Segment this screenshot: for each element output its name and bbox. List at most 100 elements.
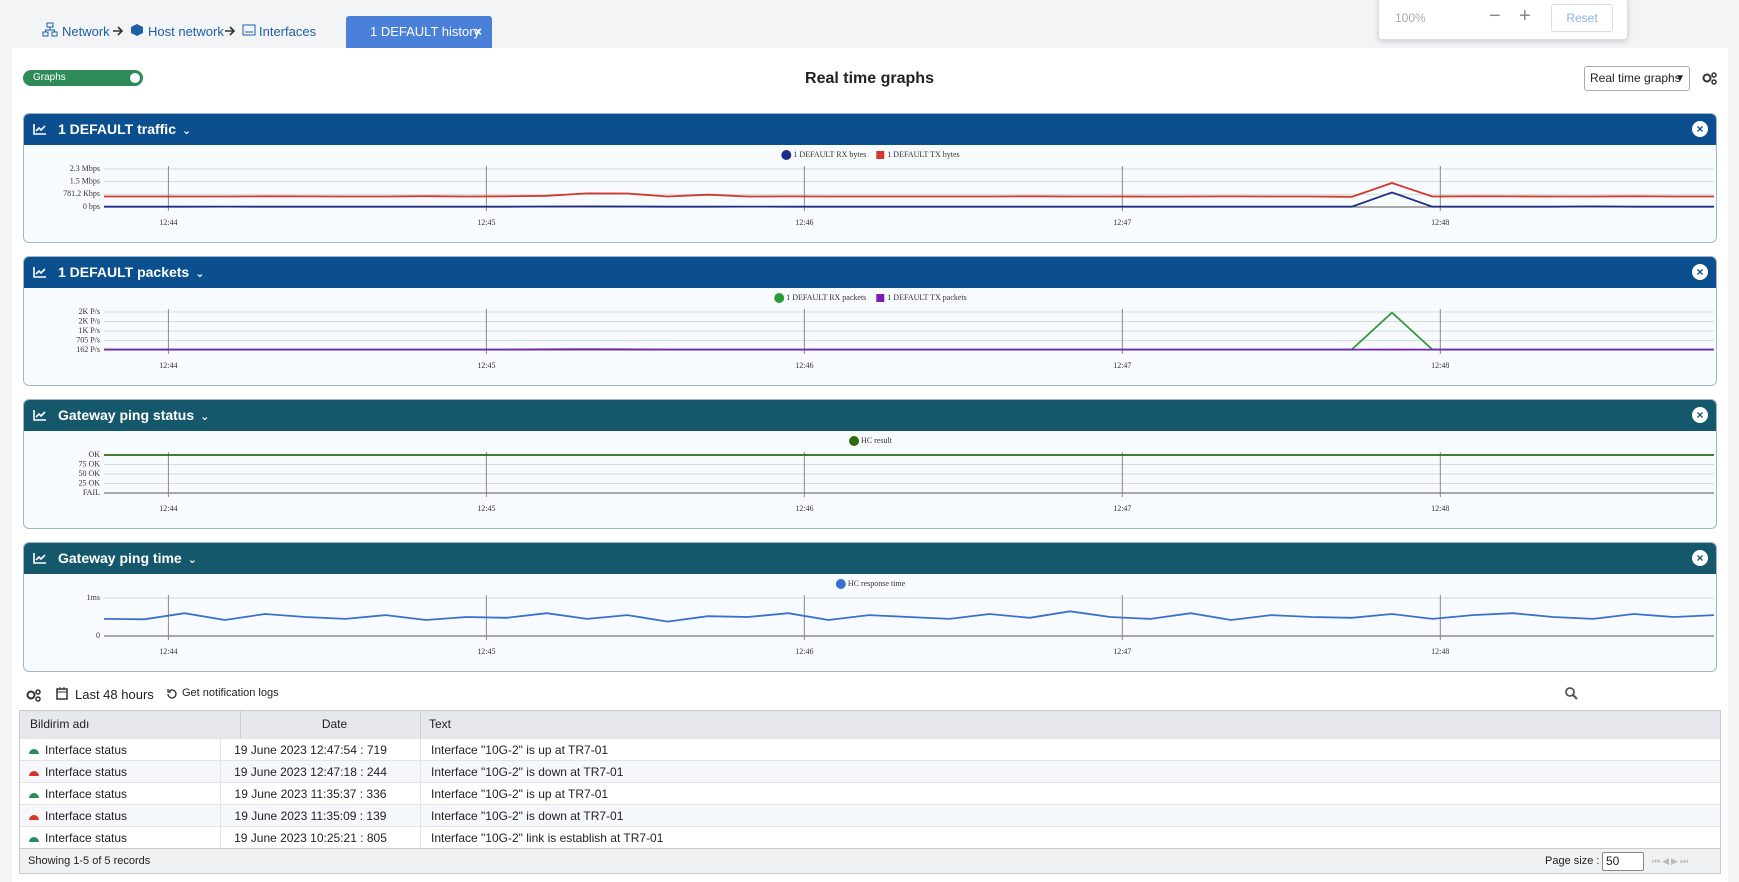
y-tick-label: 781.2 Kbps: [63, 189, 100, 198]
zoom-level: 100%: [1395, 11, 1426, 25]
notification-logs-button[interactable]: Get notification logs: [182, 687, 279, 699]
pager-buttons[interactable]: ⏮◀▶⏭: [1652, 856, 1691, 866]
y-tick-label: 50 OK: [78, 469, 100, 478]
network-icon: [42, 22, 58, 37]
legend: 1 DEFAULT RX packets 1 DEFAULT TX packets: [774, 293, 967, 303]
legend-label: 1 DEFAULT RX packets: [786, 293, 866, 302]
y-tick-label: 0: [96, 631, 100, 640]
panel-header: Gateway ping time ⌄ ×: [24, 543, 1716, 574]
panel-title: Gateway ping status: [58, 407, 195, 423]
x-tick-label: 12:46: [795, 647, 813, 656]
time-range[interactable]: Last 48 hours: [75, 687, 154, 702]
legend-marker: [876, 151, 885, 159]
chart-icon: [33, 124, 46, 135]
x-tick-label: 12:48: [1431, 361, 1449, 370]
cell: Interface status: [45, 765, 128, 779]
table-footer: Showing 1-5 of 5 records Page size :50 ⏮◀▶…: [20, 848, 1720, 873]
panel-title: 1 DEFAULT traffic: [58, 121, 176, 137]
tab-label: 1 DEFAULT history: [370, 24, 481, 39]
collapse-caret[interactable]: ⌄: [181, 125, 192, 137]
chart-plot: 0 1ms 12:44 12:45 12:46 12:47 12:48 HC response…: [87, 579, 1715, 656]
panel-close[interactable]: ×: [1692, 407, 1708, 423]
settings-icon[interactable]: [1702, 71, 1718, 85]
table-row: Interface status 19 June 2023 11:35:09 : …: [20, 804, 1720, 827]
search-icon[interactable]: [1564, 686, 1578, 700]
interface-icon: [242, 24, 256, 36]
cell: 19 June 2023 11:35:09 : 139: [220, 805, 400, 827]
column-header[interactable]: Date: [240, 711, 420, 738]
y-tick-label: 2.3 Mbps: [70, 164, 100, 173]
breadcrumb-item[interactable]: Host network: [148, 24, 224, 39]
legend-marker: [849, 436, 860, 446]
status-icon: [29, 837, 39, 842]
status-shape: [29, 793, 39, 798]
x-tick-label: 12:44: [159, 504, 177, 513]
x-tick-label: 12:46: [795, 218, 813, 227]
zoom-reset[interactable]: Reset: [1551, 4, 1613, 32]
tab-close[interactable]: ×: [474, 24, 482, 39]
cell: Interface status: [45, 743, 128, 757]
column-header[interactable]: Text: [420, 711, 451, 738]
collapse-caret[interactable]: ⌄: [187, 554, 197, 566]
zoom-in[interactable]: +: [1519, 5, 1531, 27]
status-shape: [29, 837, 39, 842]
x-tick-label: 12:46: [795, 361, 813, 370]
chart-panel: 1 DEFAULT packets ⌄ × 162 P/s 705 P/s 1K P/s 2…: [23, 256, 1717, 386]
breadcrumb-item[interactable]: Network: [62, 24, 110, 39]
settings-icon[interactable]: [26, 688, 42, 702]
page-title: Real time graphs: [805, 70, 934, 87]
breadcrumb-item[interactable]: Interfaces: [259, 24, 317, 39]
chart-icon: [33, 267, 46, 278]
legend-marker: [781, 150, 792, 160]
notification-table: Bildirim adı Date Text Interface status 19 J…: [19, 710, 1721, 874]
legend-label: HC result: [861, 436, 893, 445]
y-tick-label: 75 OK: [78, 459, 100, 468]
panel-header: 1 DEFAULT packets ⌄ ×: [24, 257, 1716, 288]
x-tick-label: 12:48: [1431, 647, 1449, 656]
legend-label: 1 DEFAULT TX bytes: [887, 150, 959, 159]
legend: HC result: [849, 436, 893, 446]
legend-label: 1 DEFAULT TX packets: [887, 293, 966, 302]
page-size-select[interactable]: 50: [1602, 852, 1644, 871]
graphs-toggle[interactable]: Graphs: [23, 70, 143, 86]
legend-label: HC response time: [848, 579, 906, 588]
status-shape: [29, 815, 39, 820]
panel-header: 1 DEFAULT traffic ⌄ ×: [24, 114, 1716, 145]
series-line: [104, 191, 1714, 208]
collapse-caret[interactable]: ⌄: [195, 268, 205, 280]
view-select[interactable]: Real time graphs ▼: [1584, 66, 1690, 91]
x-tick-label: 12:47: [1113, 218, 1131, 227]
y-tick-label: 1ms: [87, 593, 100, 602]
x-tick-label: 12:45: [477, 218, 495, 227]
panel-close[interactable]: ×: [1692, 121, 1708, 137]
column-header[interactable]: Bildirim adı: [30, 717, 90, 731]
table-row: Interface status 19 June 2023 12:47:54 : …: [20, 738, 1720, 761]
cell: Interface status: [45, 787, 128, 801]
collapse-caret[interactable]: ⌄: [200, 411, 210, 423]
legend: 1 DEFAULT RX bytes 1 DEFAULT TX bytes: [781, 150, 960, 160]
cell: 19 June 2023 12:47:18 : 244: [220, 761, 400, 783]
cell: Interface "10G-2" is down at TR7-01: [420, 805, 623, 827]
x-tick-label: 12:44: [159, 218, 177, 227]
zoom-popup: 100% − + Reset: [1378, 0, 1628, 40]
cell: Interface "10G-2" is up at TR7-01: [420, 739, 608, 761]
panel-close[interactable]: ×: [1692, 550, 1708, 566]
select-value: Real time graphs: [1590, 71, 1681, 85]
status-icon: [29, 771, 39, 776]
cell: 19 June 2023 11:35:37 : 336: [220, 783, 400, 805]
chart-icon: [33, 553, 46, 564]
panel-close[interactable]: ×: [1692, 264, 1708, 280]
cell: Interface "10G-2" is up at TR7-01: [420, 783, 608, 805]
cell: 19 June 2023 12:47:54 : 719: [220, 739, 400, 761]
legend-marker: [876, 294, 885, 302]
x-tick-label: 12:48: [1431, 504, 1449, 513]
refresh-icon: [167, 689, 177, 699]
status-icon: [29, 793, 39, 798]
history-tab[interactable]: 1 DEFAULT history ×: [346, 16, 492, 48]
cell: 19 June 2023 10:25:21 : 805: [220, 827, 400, 849]
zoom-out[interactable]: −: [1489, 5, 1501, 27]
x-tick-label: 12:47: [1113, 504, 1131, 513]
